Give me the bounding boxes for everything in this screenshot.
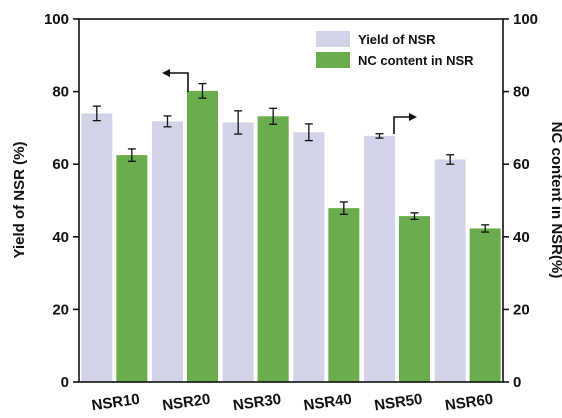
left-y-tick-label: 0 [61, 374, 69, 391]
bar-yield-nsr10 [81, 113, 113, 382]
left-axis-arrow [162, 69, 189, 92]
right-y-tick-label: 100 [513, 11, 538, 28]
legend-swatch-nc [316, 52, 350, 68]
x-tick-label: NSR40 [303, 391, 353, 415]
bar-nc-nsr10 [116, 155, 148, 382]
right-y-tick-label: 80 [513, 84, 530, 101]
x-tick-label: NSR30 [232, 391, 282, 415]
ticks-layer: NSR10 NSR20 NSR30 NSR40 NSR50 NSR60 0 0 20 20 40 40… [44, 11, 538, 414]
right-axis-title: NC content in NSR(%) [548, 122, 562, 279]
legend-swatch-yield [316, 31, 350, 47]
x-tick-label: NSR20 [161, 391, 211, 415]
left-y-tick-label: 20 [52, 301, 69, 318]
bar-yield-nsr20 [152, 121, 183, 382]
bar-nc-nsr50 [399, 216, 430, 382]
bars-layer [81, 90, 501, 383]
bar-yield-nsr30 [222, 122, 254, 382]
right-axis-arrow [393, 113, 417, 134]
axes-layer [78, 18, 504, 383]
right-y-tick-label: 0 [513, 374, 521, 391]
x-tick-label: NSR10 [91, 391, 141, 415]
annotation-arrows [162, 69, 417, 134]
right-y-tick-label: 20 [513, 301, 530, 318]
bar-yield-nsr50 [364, 135, 395, 382]
bar-nc-nsr60 [469, 228, 501, 382]
error-bars-layer [92, 82, 490, 233]
left-y-tick-label: 80 [52, 84, 69, 101]
legend-label-nc: NC content in NSR [358, 53, 474, 68]
plot-frame [78, 18, 504, 383]
right-y-tick-label: 60 [513, 156, 530, 173]
bar-yield-nsr60 [434, 159, 466, 382]
left-axis-title: Yield of NSR (%) [11, 142, 28, 259]
bar-nc-nsr20 [187, 90, 218, 383]
bar-nc-nsr30 [257, 116, 289, 382]
x-tick-label: NSR50 [373, 391, 423, 415]
x-tick-label: NSR60 [444, 391, 494, 415]
legend: Yield of NSR NC content in NSR [316, 31, 474, 68]
legend-label-yield: Yield of NSR [358, 32, 436, 47]
bar-nc-nsr40 [328, 208, 360, 382]
left-y-tick-label: 100 [44, 11, 69, 28]
left-y-tick-label: 40 [52, 229, 69, 246]
left-y-tick-label: 60 [52, 156, 69, 173]
bar-yield-nsr40 [293, 132, 325, 382]
right-y-tick-label: 40 [513, 229, 530, 246]
